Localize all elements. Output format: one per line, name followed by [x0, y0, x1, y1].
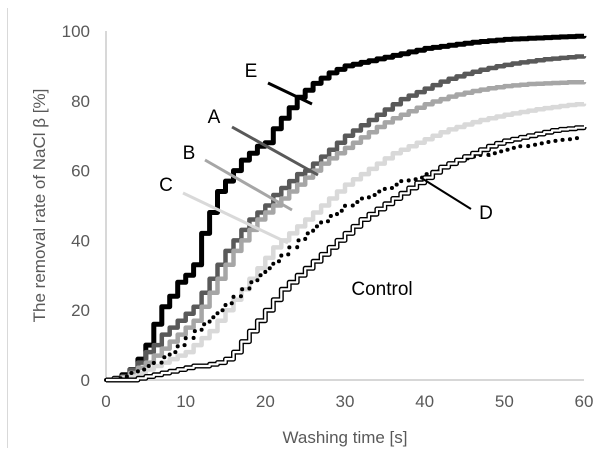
x-tick-label: 30	[336, 392, 355, 411]
axes	[105, 31, 584, 381]
series-line-b	[106, 80, 587, 383]
pointer-line-d	[422, 178, 472, 210]
x-tick-label: 20	[256, 392, 275, 411]
pointer-line-e	[267, 81, 313, 106]
series-label-d: D	[479, 203, 493, 224]
x-axis-title: Washing time [s]	[282, 428, 407, 447]
series-line-control-inner	[106, 126, 586, 382]
x-tick-label: 10	[176, 392, 195, 411]
x-tick-label: 50	[495, 392, 514, 411]
pointer-line-c	[182, 191, 289, 245]
series-line-a	[106, 54, 587, 383]
series-lines	[104, 33, 587, 383]
y-axis-title: The removal rate of NaCl β [%]	[30, 89, 49, 323]
y-tick-label: 100	[62, 22, 90, 41]
tick-labels: 0 10 20 30 40 50 60 0 20 40 60 80 100	[62, 22, 594, 411]
series-label-b: B	[183, 143, 196, 164]
annotation-labels: E ABC D Control	[159, 61, 493, 300]
series-label-control: Control	[351, 279, 412, 300]
series-line-e	[106, 33, 587, 383]
x-tick-label: 0	[101, 392, 110, 411]
page-left-rule	[7, 8, 8, 448]
y-tick-label: 20	[71, 301, 90, 320]
y-tick-label: 60	[71, 162, 90, 181]
series-line-c	[106, 102, 587, 383]
pointer-line-b	[204, 158, 293, 212]
y-tick-label: 80	[71, 92, 90, 111]
x-tick-label: 40	[415, 392, 434, 411]
pointer-line-a	[231, 125, 319, 177]
x-tick-label: 60	[575, 392, 594, 411]
series-line-d	[104, 135, 586, 382]
annotation-pointers	[182, 81, 472, 245]
y-tick-label: 40	[71, 231, 90, 250]
series-label-c: C	[159, 175, 173, 196]
series-label-e: E	[245, 61, 258, 82]
series-label-a: A	[208, 107, 221, 128]
y-tick-label: 0	[81, 371, 90, 390]
